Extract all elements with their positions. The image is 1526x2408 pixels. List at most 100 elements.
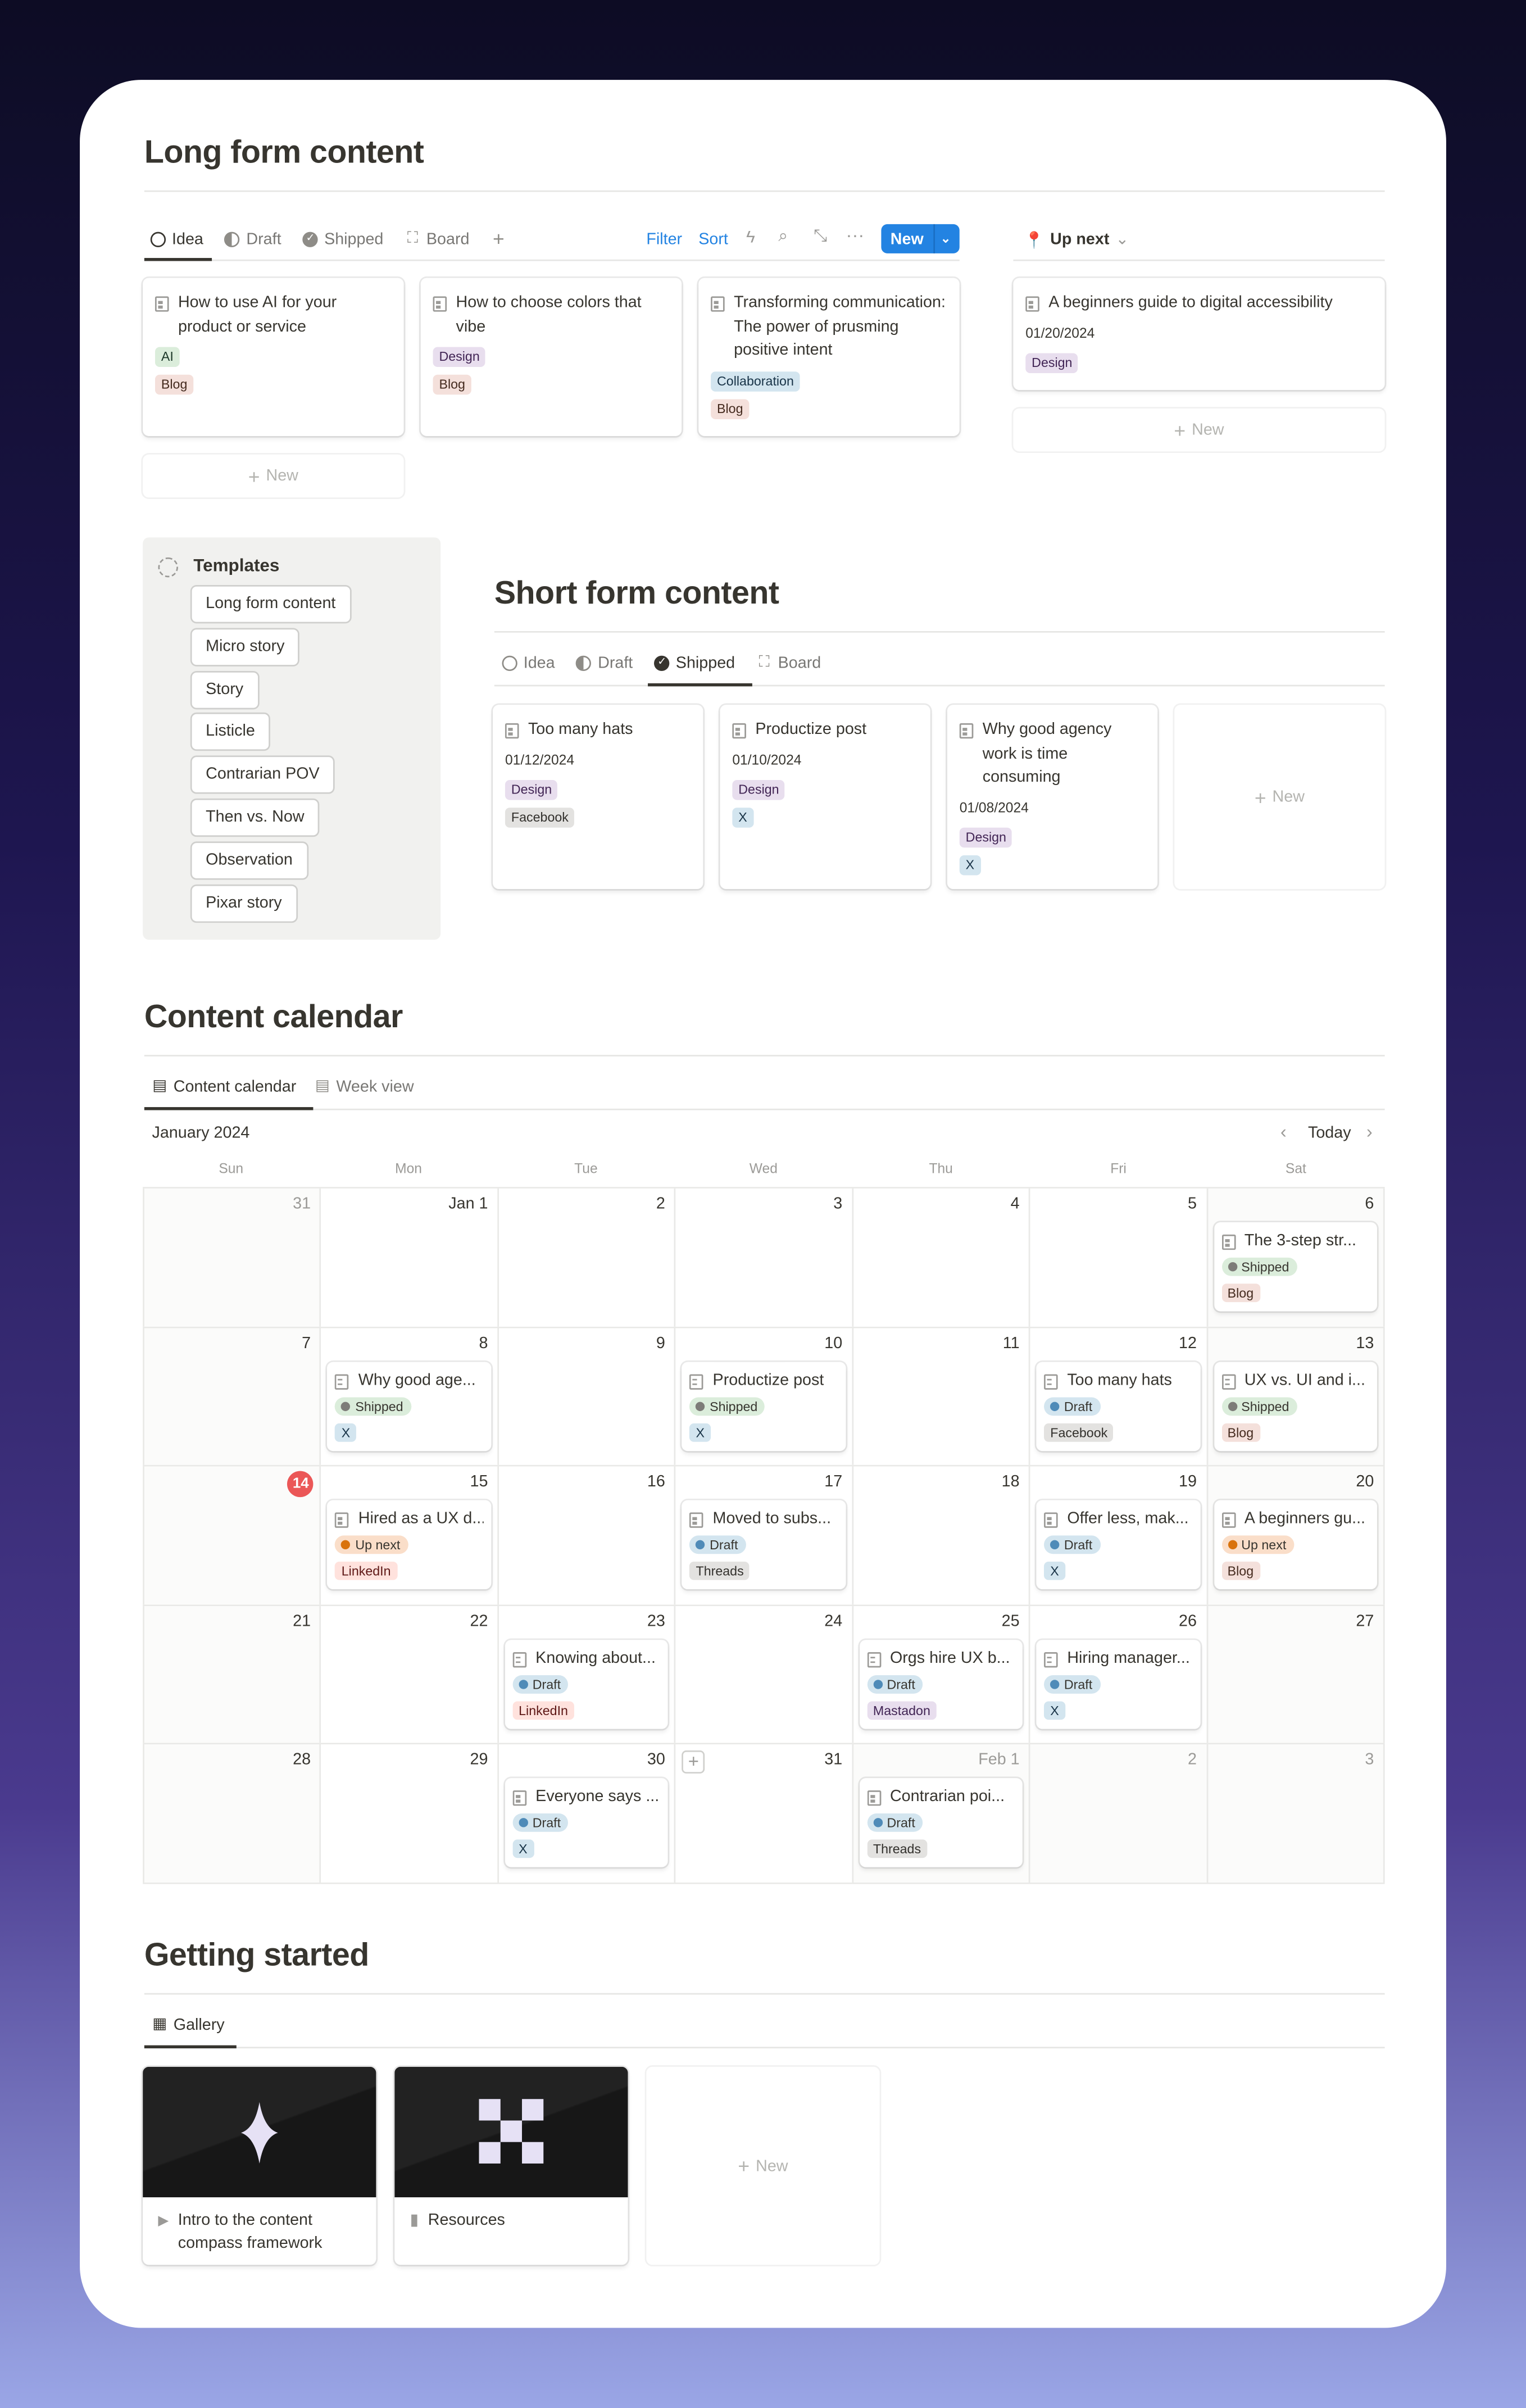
tab-shipped[interactable]: ✓ Shipped: [299, 224, 387, 255]
calendar-day-cell[interactable]: 27: [1206, 1606, 1385, 1744]
up-next-card[interactable]: A beginners guide to digital accessibili…: [1013, 278, 1385, 391]
calendar-day-cell[interactable]: 24: [674, 1606, 852, 1744]
calendar-day-cell[interactable]: 7: [143, 1327, 320, 1466]
new-card-button[interactable]: + New: [646, 2067, 879, 2265]
calendar-day-cell[interactable]: 20 A beginners gu... Up next Blog: [1206, 1466, 1385, 1604]
calendar-day-cell[interactable]: 10 Productize post Shipped X: [674, 1327, 852, 1466]
calendar-event-card[interactable]: A beginners gu... Up next Blog: [1214, 1500, 1377, 1590]
status-dot-icon: [696, 1540, 705, 1550]
up-next-view-selector[interactable]: 📍 Up next ⌄: [1024, 230, 1129, 251]
calendar-day-cell[interactable]: Jan 1: [320, 1188, 497, 1326]
calendar-event-card[interactable]: Contrarian poi... Draft Threads: [859, 1779, 1023, 1868]
long-form-card[interactable]: How to use AI for your product or servic…: [143, 278, 404, 437]
calendar-day-cell[interactable]: 8 Why good age... Shipped X: [320, 1327, 497, 1466]
calendar-day-cell[interactable]: 28: [143, 1745, 320, 1883]
calendar-event-card[interactable]: Productize post Shipped X: [682, 1361, 846, 1451]
calendar-day-cell[interactable]: 16: [497, 1466, 675, 1604]
gallery-card[interactable]: ▶ Intro to the content compass framework: [143, 2066, 376, 2265]
sort-button[interactable]: Sort: [698, 230, 728, 249]
chevron-right-icon[interactable]: ›: [1366, 1121, 1373, 1142]
calendar-event-card[interactable]: The 3-step str... Shipped Blog: [1214, 1222, 1377, 1312]
calendar-day-cell[interactable]: 29: [320, 1745, 497, 1883]
template-button[interactable]: Long form content: [192, 586, 350, 622]
calendar-day-cell[interactable]: 6 The 3-step str... Shipped Blog: [1206, 1188, 1385, 1326]
calendar-event-card[interactable]: Offer less, mak... Draft X: [1036, 1500, 1200, 1590]
calendar-event-card[interactable]: Moved to subs... Draft Threads: [682, 1500, 846, 1590]
chevron-down-icon[interactable]: ⌄: [933, 224, 957, 253]
tab-week-view[interactable]: ▤ Week view: [312, 1072, 417, 1103]
calendar-day-cell[interactable]: 19 Offer less, mak... Draft X: [1029, 1466, 1206, 1604]
calendar-day-cell[interactable]: Feb 1 Contrarian poi... Draft Threads: [851, 1745, 1029, 1883]
calendar-day-cell[interactable]: 3: [1206, 1745, 1385, 1883]
tab-shipped[interactable]: ✓ Shipped: [651, 648, 738, 679]
template-button[interactable]: Then vs. Now: [192, 800, 319, 836]
tab-gallery[interactable]: ▦ Gallery: [149, 2010, 228, 2041]
calendar-day-cell[interactable]: 12 Too many hats Draft Facebook: [1029, 1327, 1206, 1466]
filter-button[interactable]: Filter: [646, 230, 683, 249]
tab-draft[interactable]: Draft: [573, 648, 635, 679]
calendar-day-cell[interactable]: 30 Everyone says ... Draft X: [497, 1745, 675, 1883]
add-event-button[interactable]: +: [682, 1751, 705, 1774]
short-form-card[interactable]: Productize post 01/10/2024 Design X: [720, 705, 930, 890]
calendar-day-cell[interactable]: 5: [1029, 1188, 1206, 1326]
template-button[interactable]: Observation: [192, 842, 307, 878]
calendar-day-cell[interactable]: 11: [851, 1327, 1029, 1466]
long-form-card[interactable]: How to choose colors that vibe Design Blo…: [420, 278, 682, 437]
calendar-day-cell[interactable]: 15 Hired as a UX d... Up next LinkedIn: [320, 1466, 497, 1604]
tab-board[interactable]: ⛶ Board: [402, 224, 473, 255]
new-card-button[interactable]: + New: [1174, 705, 1384, 889]
calendar-day-cell[interactable]: 14: [143, 1466, 320, 1604]
tab-draft[interactable]: Draft: [222, 224, 284, 255]
new-card-button[interactable]: + New: [1013, 409, 1384, 452]
calendar-day-cell[interactable]: 18: [851, 1466, 1029, 1604]
search-icon[interactable]: ⌕: [778, 227, 788, 246]
long-form-card[interactable]: Transforming communication: The power of…: [698, 278, 960, 437]
calendar-day-cell[interactable]: 9: [497, 1327, 675, 1466]
calendar-day-cell[interactable]: 4: [851, 1188, 1029, 1326]
tab-idea[interactable]: Idea: [147, 224, 206, 255]
calendar-event-card[interactable]: Why good age... Shipped X: [328, 1361, 491, 1451]
lightning-icon[interactable]: ϟ: [746, 229, 755, 247]
calendar-day-cell[interactable]: 25 Orgs hire UX b... Draft Mastadon: [851, 1606, 1029, 1744]
expand-icon[interactable]: ⤡: [814, 227, 828, 246]
calendar-event-card[interactable]: Everyone says ... Draft X: [505, 1779, 669, 1868]
calendar-day-cell[interactable]: 31 +: [674, 1745, 852, 1883]
calendar-day-cell[interactable]: 2: [1029, 1745, 1206, 1883]
gallery-card[interactable]: ▮ Resources: [394, 2066, 628, 2265]
calendar-day-cell[interactable]: 13 UX vs. UI and i... Shipped Blog: [1206, 1327, 1385, 1466]
tag-badge: Design: [959, 827, 1012, 848]
calendar-day-cell[interactable]: 22: [320, 1606, 497, 1744]
tag-badge: LinkedIn: [335, 1562, 397, 1581]
short-form-card[interactable]: Too many hats 01/12/2024 Design Facebook: [493, 705, 703, 890]
template-button[interactable]: Micro story: [192, 629, 299, 665]
calendar-day-cell[interactable]: 3: [674, 1188, 852, 1326]
tab-board[interactable]: ⛶ Board: [753, 648, 824, 679]
calendar-day-cell[interactable]: 2: [497, 1188, 675, 1326]
short-form-card[interactable]: Why good agency work is time consuming 0…: [947, 705, 1158, 890]
chevron-left-icon[interactable]: ‹: [1280, 1121, 1287, 1142]
new-card-button[interactable]: + New: [143, 455, 404, 498]
template-button[interactable]: Pixar story: [192, 885, 296, 921]
calendar-event-card[interactable]: Knowing about... Draft LinkedIn: [505, 1639, 669, 1729]
more-icon[interactable]: ···: [846, 224, 865, 246]
today-button[interactable]: Today: [1308, 1124, 1351, 1142]
add-view-button[interactable]: +: [488, 224, 509, 255]
new-button[interactable]: New ⌄: [881, 224, 960, 253]
calendar-event-card[interactable]: Orgs hire UX b... Draft Mastadon: [859, 1639, 1023, 1729]
page-icon: [689, 1512, 704, 1529]
calendar-day-cell[interactable]: 17 Moved to subs... Draft Threads: [674, 1466, 852, 1604]
calendar-event-card[interactable]: Hiring manager... Draft X: [1036, 1639, 1200, 1729]
calendar-day-cell[interactable]: 31: [143, 1188, 320, 1326]
template-button[interactable]: Story: [192, 672, 257, 708]
calendar-day-cell[interactable]: 21: [143, 1606, 320, 1744]
calendar-day-cell[interactable]: 26 Hiring manager... Draft X: [1029, 1606, 1206, 1744]
template-button[interactable]: Listicle: [192, 714, 269, 750]
calendar-event-card[interactable]: Too many hats Draft Facebook: [1036, 1361, 1200, 1451]
calendar-event-card[interactable]: UX vs. UI and i... Shipped Blog: [1214, 1361, 1377, 1451]
template-button[interactable]: Contrarian POV: [192, 757, 334, 793]
tab-idea[interactable]: Idea: [499, 648, 558, 679]
calendar-day-cell[interactable]: 23 Knowing about... Draft LinkedIn: [497, 1606, 675, 1744]
event-tags: Threads: [866, 1834, 1015, 1859]
calendar-event-card[interactable]: Hired as a UX d... Up next LinkedIn: [328, 1500, 491, 1590]
tab-content-calendar[interactable]: ▤ Content calendar: [149, 1072, 299, 1103]
